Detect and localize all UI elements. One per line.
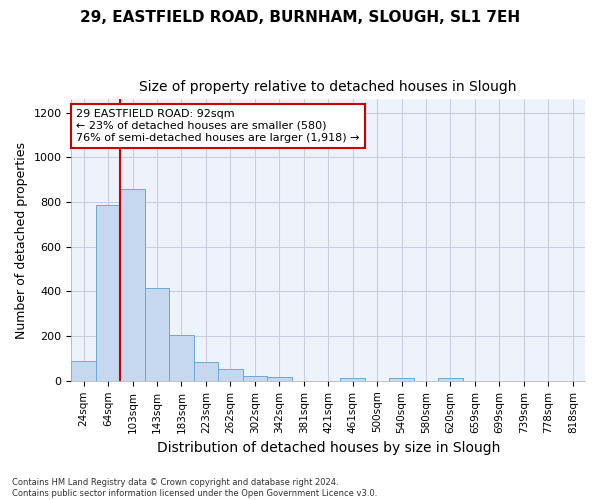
Bar: [218, 369, 242, 381]
Bar: [340, 378, 365, 381]
Bar: [194, 362, 218, 381]
Bar: [121, 188, 145, 381]
Bar: [267, 378, 292, 381]
Y-axis label: Number of detached properties: Number of detached properties: [15, 142, 28, 338]
Text: 29 EASTFIELD ROAD: 92sqm
← 23% of detached houses are smaller (580)
76% of semi-: 29 EASTFIELD ROAD: 92sqm ← 23% of detach…: [76, 110, 360, 142]
Bar: [242, 376, 267, 381]
Text: Contains HM Land Registry data © Crown copyright and database right 2024.
Contai: Contains HM Land Registry data © Crown c…: [12, 478, 377, 498]
X-axis label: Distribution of detached houses by size in Slough: Distribution of detached houses by size …: [157, 441, 500, 455]
Title: Size of property relative to detached houses in Slough: Size of property relative to detached ho…: [139, 80, 517, 94]
Text: 29, EASTFIELD ROAD, BURNHAM, SLOUGH, SL1 7EH: 29, EASTFIELD ROAD, BURNHAM, SLOUGH, SL1…: [80, 10, 520, 25]
Bar: [145, 288, 169, 381]
Bar: [169, 335, 194, 381]
Bar: [438, 378, 463, 381]
Bar: [71, 360, 96, 381]
Bar: [389, 378, 414, 381]
Bar: [96, 206, 121, 381]
